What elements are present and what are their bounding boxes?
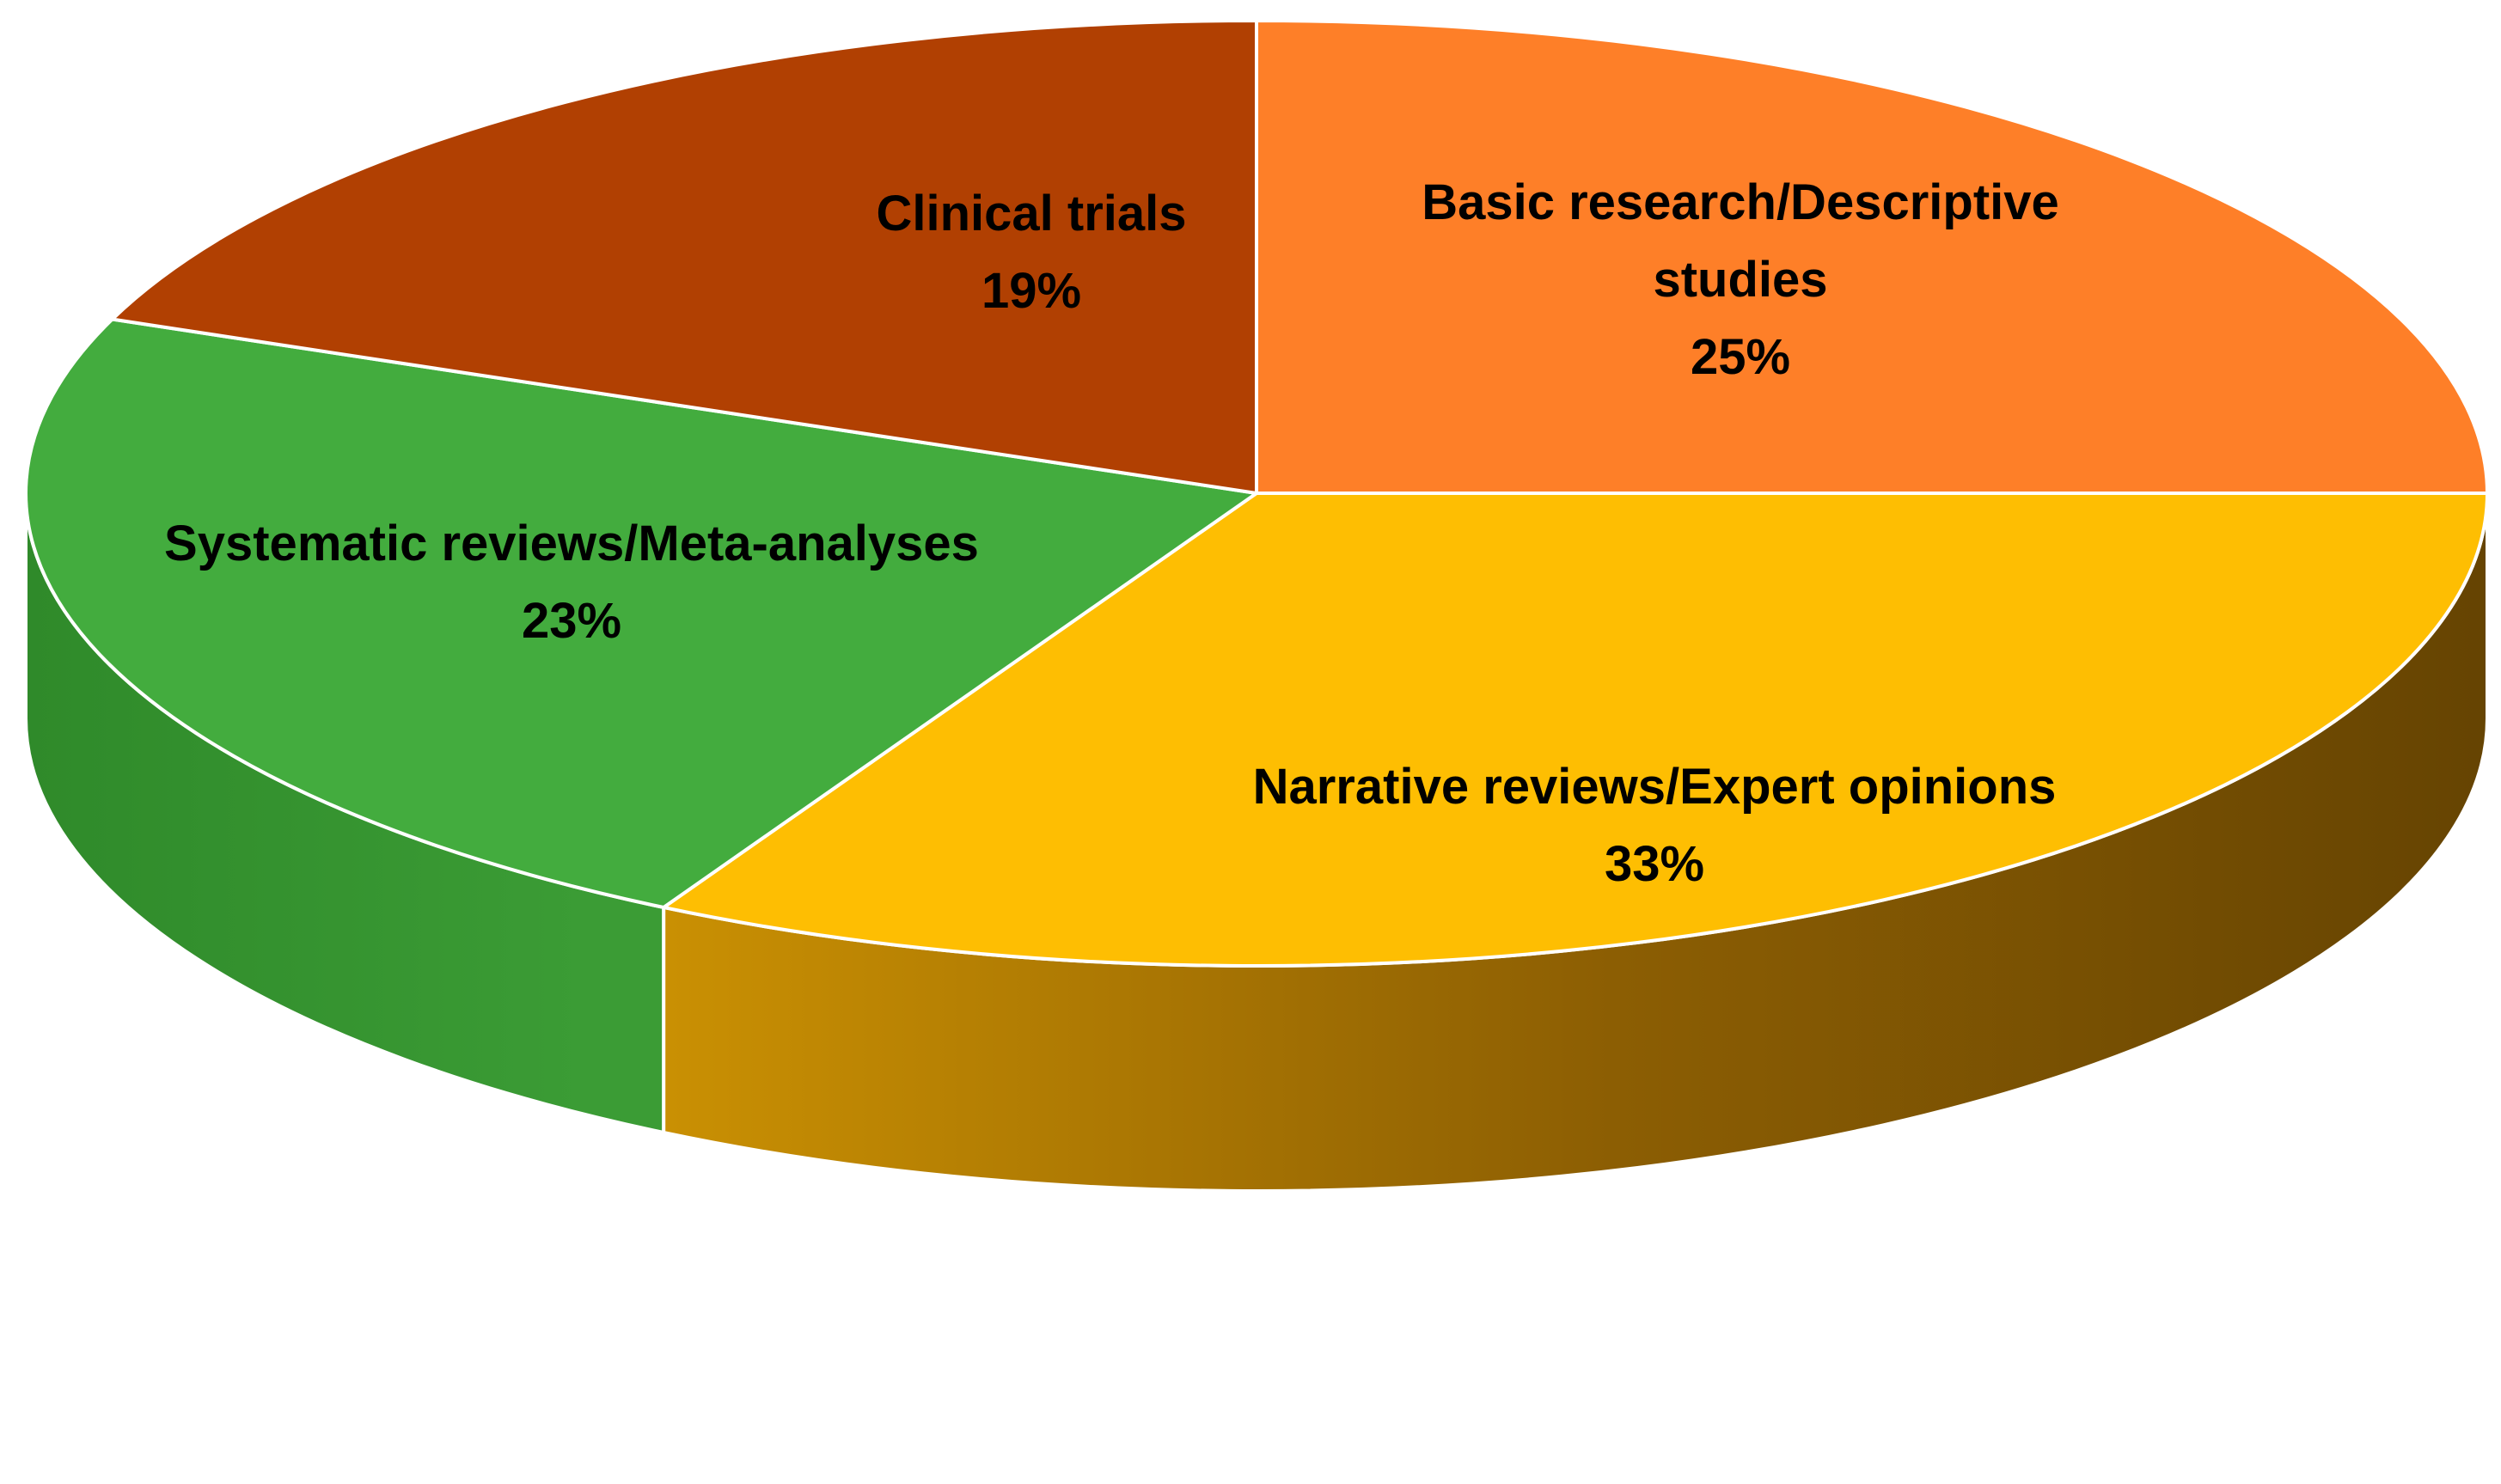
pie-slice-systematic-reviews-meta-analyses — [24, 317, 1258, 909]
slice-label-line: Clinical trials — [876, 186, 1186, 241]
slice-label-basic-research-descriptive-studies: Basic research/Descriptive studies 25% — [1422, 174, 2059, 385]
slice-percent: 25% — [1691, 329, 1790, 385]
pie-slice-basic-research-descriptive-studies — [1255, 19, 2489, 495]
slice-label-line: Narrative reviews/Expert opinions — [1253, 759, 2057, 815]
slice-percent: 23% — [522, 593, 621, 649]
slice-label-systematic-reviews-meta-analyses: Systematic reviews/Meta-analyses 23% — [164, 516, 979, 649]
slice-label-clinical-trials: Clinical trials 19% — [876, 186, 1186, 319]
slice-label-line: Basic research/Descriptive — [1422, 174, 2059, 230]
slice-percent: 33% — [1605, 836, 1704, 892]
slice-label-narrative-reviews-expert-opinions: Narrative reviews/Expert opinions 33% — [1253, 759, 2057, 892]
slice-label-line: Systematic reviews/Meta-analyses — [164, 516, 979, 571]
slice-percent: 19% — [981, 263, 1081, 319]
pie-labels: Basic research/Descriptive studies 25% Narr… — [164, 174, 2059, 892]
slice-label-line: studies — [1653, 252, 1827, 308]
pie-slice-narrative-reviews-expert-opinions — [662, 492, 2489, 968]
pie-slice-clinical-trials — [110, 19, 1258, 495]
pie-tops — [24, 19, 2489, 968]
